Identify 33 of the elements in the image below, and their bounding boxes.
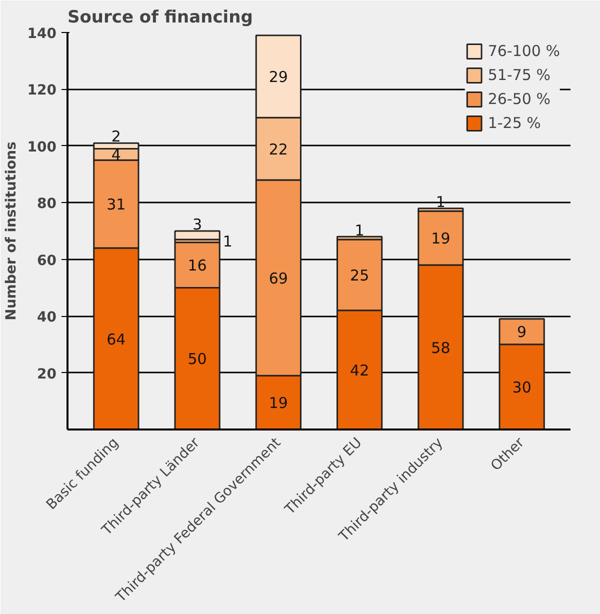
data-label: 64 xyxy=(106,330,126,348)
data-label: 50 xyxy=(188,350,207,368)
data-label: 22 xyxy=(268,140,288,158)
y-tick-label: 140 xyxy=(27,26,57,42)
data-label: 19 xyxy=(431,230,450,248)
y-tick-label: 40 xyxy=(37,310,57,326)
data-label: 1 xyxy=(222,232,232,250)
data-label: 69 xyxy=(268,269,288,288)
y-tick-label: 120 xyxy=(27,82,57,99)
data-label: 4 xyxy=(111,146,121,164)
legend-label: 1-25 % xyxy=(488,114,541,132)
data-label: 3 xyxy=(192,216,202,234)
y-axis-title: Number of institutions xyxy=(3,142,20,320)
data-label: 42 xyxy=(350,361,370,380)
data-label: 30 xyxy=(512,378,532,396)
y-tick-label: 20 xyxy=(37,366,57,382)
data-label: 9 xyxy=(517,323,527,342)
data-label: 31 xyxy=(106,196,126,214)
data-label: 29 xyxy=(268,68,288,86)
y-tick-label: 80 xyxy=(37,196,57,212)
chart-title: Source of financing xyxy=(68,8,253,28)
legend-label: 76-100 % xyxy=(488,42,560,60)
y-tick-label: 60 xyxy=(37,252,57,269)
data-label: 25 xyxy=(350,266,370,284)
data-label: 1 xyxy=(354,221,364,240)
legend-label: 51-75 % xyxy=(488,66,550,84)
data-label: 16 xyxy=(188,256,207,275)
legend-label: 26-50 % xyxy=(488,90,550,108)
bar xyxy=(174,230,220,240)
data-label: 2 xyxy=(111,128,121,146)
data-label: 19 xyxy=(268,394,288,412)
data-label: 58 xyxy=(431,338,450,357)
y-tick-label: 100 xyxy=(27,139,57,156)
